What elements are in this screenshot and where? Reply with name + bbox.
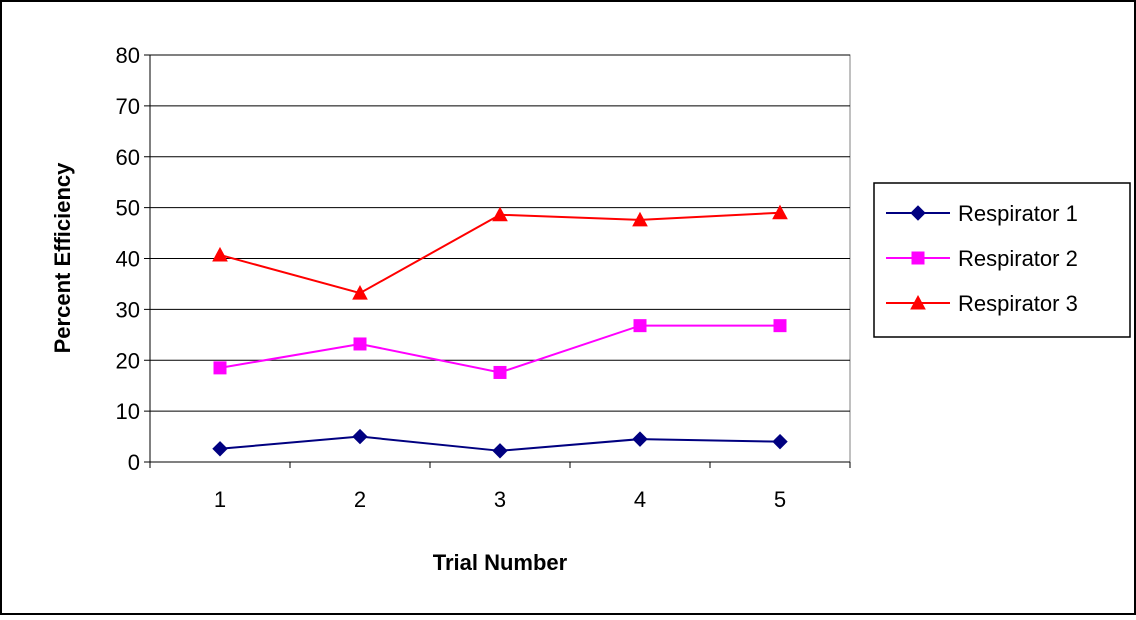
legend-marker-2 bbox=[911, 251, 925, 265]
data-point-3-1 bbox=[212, 246, 228, 262]
data-point-3-2 bbox=[352, 285, 368, 300]
y-tick-label: 0 bbox=[128, 450, 140, 475]
data-point-1-2 bbox=[352, 428, 368, 445]
series-2 bbox=[213, 319, 787, 379]
y-tick-label: 60 bbox=[116, 145, 140, 170]
x-tick-label: 1 bbox=[214, 487, 226, 512]
data-point-2-3 bbox=[493, 365, 507, 379]
legend-label: Respirator 1 bbox=[958, 201, 1078, 226]
y-tick-label: 70 bbox=[116, 94, 140, 119]
tick-labels: 0 10 20 30 40 50 60 70 80 1 2 3 4 5 bbox=[116, 43, 787, 512]
legend-marker-1 bbox=[910, 205, 926, 221]
data-point-1-3 bbox=[492, 443, 508, 459]
y-tick-label: 50 bbox=[116, 196, 140, 221]
data-point-1-1 bbox=[212, 441, 228, 457]
y-tick-label: 10 bbox=[116, 399, 140, 424]
x-tick-label: 5 bbox=[774, 487, 786, 512]
data-point-1-5 bbox=[772, 433, 788, 450]
legend-label: Respirator 3 bbox=[958, 291, 1078, 316]
axes bbox=[144, 54, 851, 468]
legend-item-3: Respirator 3 bbox=[886, 291, 1078, 316]
y-axis-title: Percent Efficiency bbox=[50, 162, 75, 354]
data-point-2-2 bbox=[353, 337, 367, 351]
x-axis-title: Trial Number bbox=[433, 550, 568, 575]
legend-items: Respirator 1 Respirator 2 Respirator 3 bbox=[886, 201, 1078, 316]
data-point-1-4 bbox=[632, 431, 648, 447]
y-tick-label: 20 bbox=[116, 348, 140, 373]
data-point-3-5 bbox=[772, 204, 788, 220]
data-point-2-4 bbox=[633, 319, 647, 333]
legend-marker-3 bbox=[910, 294, 926, 310]
y-tick-label: 30 bbox=[116, 297, 140, 322]
legend-item-1: Respirator 1 bbox=[886, 201, 1078, 226]
legend-item-2: Respirator 2 bbox=[886, 246, 1078, 271]
series-1 bbox=[212, 428, 788, 459]
data-point-2-5 bbox=[773, 319, 787, 333]
data-point-3-3 bbox=[492, 206, 508, 222]
series-3 bbox=[212, 204, 788, 300]
series-group bbox=[212, 204, 788, 459]
legend: Respirator 1 Respirator 2 Respirator 3 bbox=[873, 182, 1131, 338]
y-tick-label: 80 bbox=[116, 43, 140, 68]
data-point-2-1 bbox=[213, 361, 227, 375]
x-tick-label: 3 bbox=[494, 487, 506, 512]
legend-label: Respirator 2 bbox=[958, 246, 1078, 271]
y-tick-label: 40 bbox=[116, 247, 140, 272]
x-tick-label: 4 bbox=[634, 487, 646, 512]
data-point-3-4 bbox=[632, 211, 648, 227]
x-tick-label: 2 bbox=[354, 487, 366, 512]
